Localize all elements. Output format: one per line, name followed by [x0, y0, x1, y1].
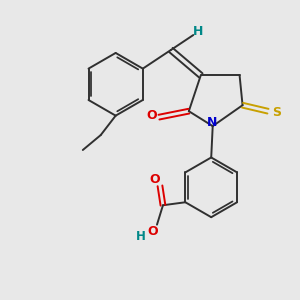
- Text: O: O: [149, 173, 160, 186]
- Text: H: H: [136, 230, 146, 242]
- Text: O: O: [147, 225, 158, 238]
- Text: O: O: [146, 109, 157, 122]
- Text: S: S: [272, 106, 281, 119]
- Text: H: H: [193, 25, 203, 38]
- Text: N: N: [207, 116, 217, 129]
